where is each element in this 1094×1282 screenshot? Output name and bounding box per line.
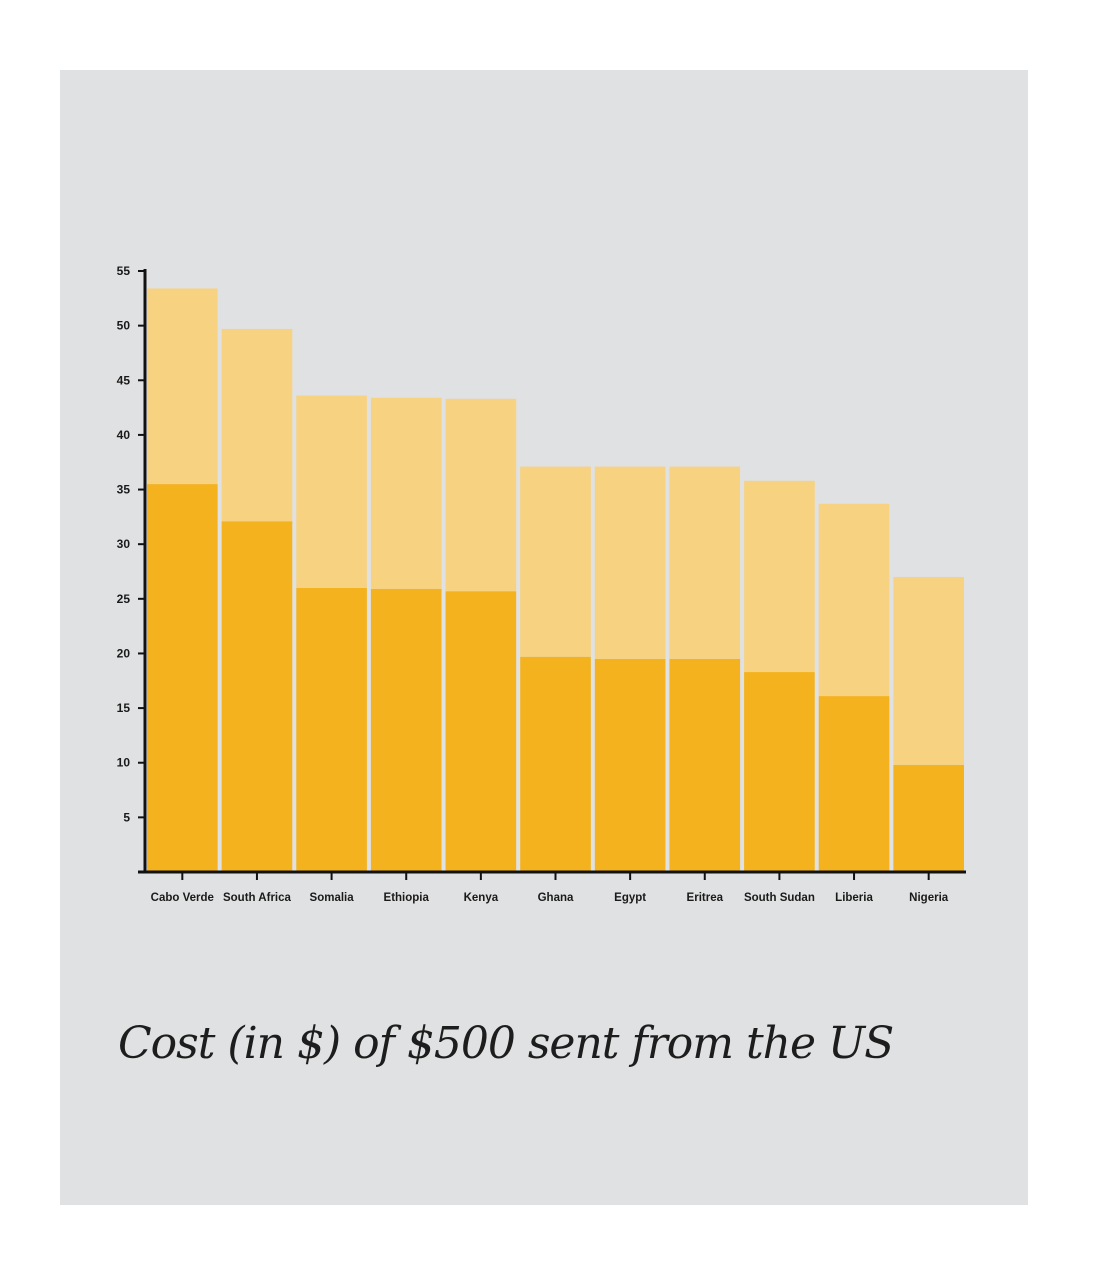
bar-liberia-segment-1 bbox=[818, 696, 890, 872]
bars-layer bbox=[147, 288, 964, 872]
y-tick-label-30: 30 bbox=[117, 537, 131, 551]
bar-ghana-segment-2 bbox=[520, 466, 591, 657]
bar-ethiopia-segment-1 bbox=[370, 588, 442, 872]
x-tick-label-ghana: Ghana bbox=[538, 892, 574, 904]
bar-egypt-segment-2 bbox=[594, 466, 666, 659]
bar-egypt-segment-1 bbox=[594, 658, 666, 872]
x-tick-label-ethiopia: Ethiopia bbox=[384, 892, 430, 904]
chart-caption: Cost (in $) of $500 sent from the US bbox=[118, 1018, 894, 1069]
bar-nigeria-segment-2 bbox=[893, 576, 964, 765]
x-tick-label-kenya: Kenya bbox=[464, 892, 499, 904]
bar-cabo-verde-segment-2 bbox=[147, 288, 218, 485]
bar-eritrea-segment-1 bbox=[669, 658, 741, 872]
y-tick-label-55: 55 bbox=[117, 264, 131, 278]
y-tick-label-5: 5 bbox=[123, 810, 130, 824]
y-tick-label-15: 15 bbox=[117, 701, 131, 715]
bar-cabo-verde-segment-1 bbox=[147, 484, 218, 872]
x-tick-label-eritrea: Eritrea bbox=[687, 892, 724, 904]
bar-ghana-segment-1 bbox=[520, 656, 591, 872]
x-tick-label-nigeria: Nigeria bbox=[909, 892, 949, 904]
bar-liberia-segment-2 bbox=[818, 503, 890, 697]
y-tick-label-10: 10 bbox=[117, 756, 131, 770]
bar-eritrea-segment-2 bbox=[669, 466, 741, 659]
y-tick-label-50: 50 bbox=[117, 319, 131, 333]
bar-south-africa-segment-2 bbox=[221, 328, 293, 522]
bar-kenya-segment-1 bbox=[445, 591, 517, 872]
x-tick-label-egypt: Egypt bbox=[614, 892, 646, 904]
bar-somalia-segment-1 bbox=[296, 587, 367, 872]
bar-somalia-segment-2 bbox=[296, 395, 367, 588]
y-tick-label-20: 20 bbox=[117, 646, 131, 660]
x-tick-label-somalia: Somalia bbox=[310, 892, 355, 904]
bar-ethiopia-segment-2 bbox=[370, 397, 442, 589]
x-tick-label-south-africa: South Africa bbox=[223, 892, 292, 904]
axes-layer: Cabo Verde South Africa Somalia Ethiopia Ken… bbox=[117, 264, 966, 904]
bar-south-sudan-segment-2 bbox=[744, 480, 815, 673]
y-tick-label-45: 45 bbox=[117, 373, 131, 387]
bar-nigeria-segment-1 bbox=[893, 764, 964, 872]
y-tick-label-35: 35 bbox=[117, 483, 131, 497]
y-tick-label-25: 25 bbox=[117, 592, 131, 606]
x-tick-label-liberia: Liberia bbox=[835, 892, 873, 904]
bar-south-sudan-segment-1 bbox=[744, 672, 815, 872]
x-tick-label-south-sudan: South Sudan bbox=[744, 892, 815, 904]
x-tick-label-cabo-verde: Cabo Verde bbox=[151, 892, 214, 904]
bar-kenya-segment-2 bbox=[445, 398, 517, 592]
y-tick-label-40: 40 bbox=[117, 428, 131, 442]
bar-south-africa-segment-1 bbox=[221, 521, 293, 872]
